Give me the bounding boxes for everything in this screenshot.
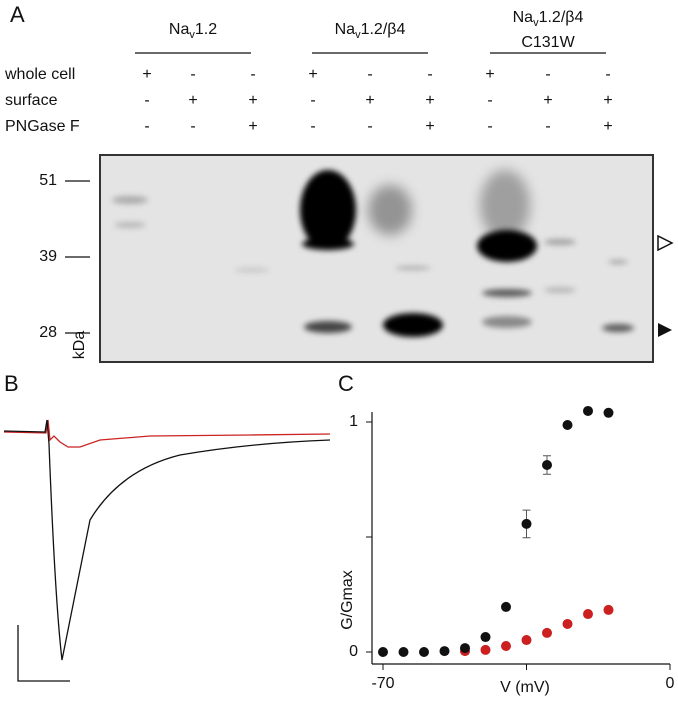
title-part: 1.2/β4 (361, 21, 406, 38)
title-part: Na (169, 21, 190, 38)
data-point (460, 643, 470, 654)
marker-label: 28 (39, 324, 57, 341)
title-part: Na (335, 21, 356, 38)
blot-image (99, 154, 674, 363)
title-part: 1.2 (195, 21, 217, 38)
x-tick-label: -70 (371, 675, 394, 692)
condition-mark: - (367, 118, 372, 135)
data-point (398, 647, 409, 657)
data-point (583, 405, 593, 416)
current-traces (3, 419, 331, 682)
condition-mark: - (250, 66, 255, 83)
data-point (480, 632, 491, 643)
title-part: 1.2/β4 (539, 9, 584, 26)
condition-mark: - (487, 118, 492, 135)
condition-mark: - (190, 66, 195, 83)
condition-mark: - (310, 118, 315, 135)
condition-mark: - (427, 66, 432, 83)
title-part: Na (513, 9, 534, 26)
data-point (501, 601, 511, 612)
condition-mark: + (425, 118, 434, 135)
data-point (521, 518, 532, 529)
panel-label: B (4, 371, 19, 396)
data-point (480, 644, 491, 655)
condition-mark: - (545, 118, 550, 135)
y-tick-label: 0 (349, 643, 358, 660)
condition-mark: - (310, 92, 315, 109)
group-title: Nav1.2 (169, 21, 217, 41)
condition-mark: - (190, 118, 195, 135)
row-label: surface (5, 92, 58, 109)
subscript: v (189, 29, 195, 41)
data-point (542, 460, 552, 471)
data-point (378, 647, 388, 657)
condition-mark: + (248, 118, 257, 135)
x-tick-label: 0 (666, 675, 675, 692)
condition-mark: + (365, 92, 374, 109)
marker-label: 39 (39, 248, 57, 265)
condition-mark: + (425, 92, 434, 109)
row-label: whole cell (4, 66, 75, 83)
data-point (603, 407, 614, 418)
x-axis-label: V (mV) (500, 679, 550, 696)
condition-mark: + (188, 92, 197, 109)
row-label: PNGase F (5, 118, 80, 135)
subscript: v (355, 29, 361, 41)
subscript: v (533, 17, 539, 29)
data-point (583, 609, 593, 620)
marker-label: 51 (39, 172, 57, 189)
condition-mark: + (248, 92, 257, 109)
data-point (562, 618, 573, 629)
condition-mark: - (144, 92, 149, 109)
marker-unit: kDa (71, 331, 88, 360)
condition-mark: + (308, 66, 317, 83)
condition-mark: - (367, 66, 372, 83)
data-point (501, 641, 511, 652)
data-point (603, 604, 614, 615)
condition-mark: - (605, 66, 610, 83)
group-title: Nav1.2/β4 (513, 9, 584, 29)
data-point (521, 635, 532, 646)
group-title: Nav1.2/β4 (335, 21, 406, 41)
condition-mark: + (485, 66, 494, 83)
condition-mark: + (142, 66, 151, 83)
panel-label: A (10, 2, 25, 27)
y-axis-label: G/Gmax (339, 570, 356, 630)
condition-mark: - (487, 92, 492, 109)
data-point (419, 647, 429, 657)
data-point (542, 627, 552, 638)
condition-mark: + (543, 92, 552, 109)
condition-mark: + (603, 118, 612, 135)
condition-mark: + (603, 92, 612, 109)
y-tick-label: 1 (349, 413, 358, 430)
data-point (439, 646, 450, 657)
data-point (562, 419, 573, 430)
condition-mark: - (144, 118, 149, 135)
panel-label: C (338, 371, 354, 396)
condition-mark: - (545, 66, 550, 83)
group-subtitle: C131W (521, 34, 575, 51)
